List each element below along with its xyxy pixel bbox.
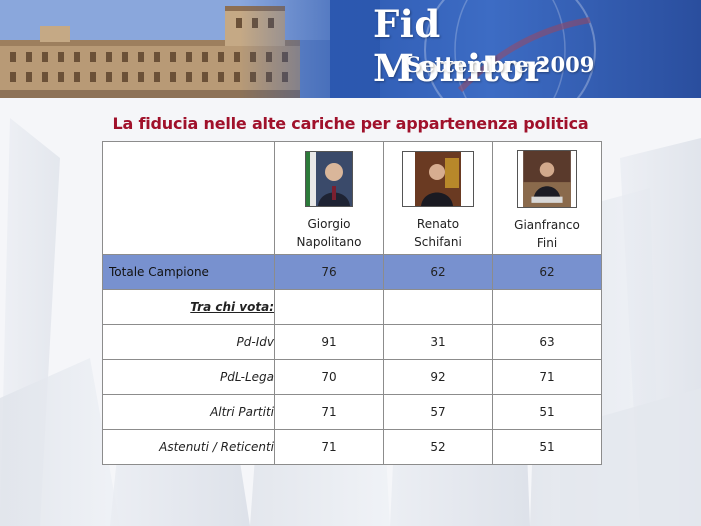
table-row: Astenuti / Reticenti 71 52 51 [102, 429, 602, 465]
row-label: PdL-Lega [102, 359, 275, 395]
table-row: PdL-Lega 70 92 71 [102, 359, 602, 395]
person-fini: Gianfranco Fini [492, 141, 602, 255]
row-value: 63 [492, 324, 602, 360]
table-row: Pd-Idv 91 31 63 [102, 324, 602, 360]
person-schifani: Renato Schifani [383, 141, 493, 255]
row-value: 57 [383, 394, 493, 430]
row-label: Pd-Idv [102, 324, 275, 360]
total-value-fini: 62 [492, 254, 602, 290]
table-header-row: Giorgio Napolitano Renato Schifani Gianf… [102, 141, 602, 255]
person-last-name: Napolitano [296, 235, 362, 249]
total-value-napolitano: 76 [274, 254, 384, 290]
trust-table: Giorgio Napolitano Renato Schifani Gianf… [102, 141, 602, 465]
row-value: 51 [492, 429, 602, 465]
napolitano-portrait-photo [305, 151, 353, 207]
page-title: La fiducia nelle alte cariche per appart… [112, 114, 589, 133]
globe-swoosh-graphic [424, 0, 596, 98]
row-value: 92 [383, 359, 493, 395]
total-value-schifani: 62 [383, 254, 493, 290]
row-value: 71 [274, 429, 384, 465]
empty-cell [383, 289, 493, 325]
row-value: 52 [383, 429, 493, 465]
section-label: Tra chi vota: [102, 289, 275, 325]
row-value: 51 [492, 394, 602, 430]
person-first-name: Renato [416, 217, 460, 231]
row-value: 91 [274, 324, 384, 360]
total-row: Totale Campione 76 62 62 [102, 254, 602, 290]
row-value: 71 [492, 359, 602, 395]
total-label: Totale Campione [102, 254, 275, 290]
header-banner: Fid Monitor Settembre 2009 [0, 0, 701, 98]
row-value: 70 [274, 359, 384, 395]
row-value: 71 [274, 394, 384, 430]
row-label: Altri Partiti [102, 394, 275, 430]
schifani-portrait-photo [402, 151, 474, 207]
person-napolitano: Giorgio Napolitano [274, 141, 384, 255]
section-header-row: Tra chi vota: [102, 289, 602, 325]
person-last-name: Schifani [414, 235, 462, 249]
empty-cell [274, 289, 384, 325]
row-value: 31 [383, 324, 493, 360]
header-empty-cell [102, 141, 275, 255]
empty-cell [492, 289, 602, 325]
brand-title: Fid Monitor [373, 2, 545, 90]
person-last-name: Fini [536, 236, 558, 250]
person-first-name: Giorgio [307, 217, 351, 231]
table-row: Altri Partiti 71 57 51 [102, 394, 602, 430]
row-label: Astenuti / Reticenti [102, 429, 275, 465]
header-fade [240, 0, 380, 98]
person-first-name: Gianfranco [514, 218, 580, 232]
brand-period: Settembre 2009 [406, 52, 595, 77]
fini-portrait-photo [517, 150, 577, 208]
